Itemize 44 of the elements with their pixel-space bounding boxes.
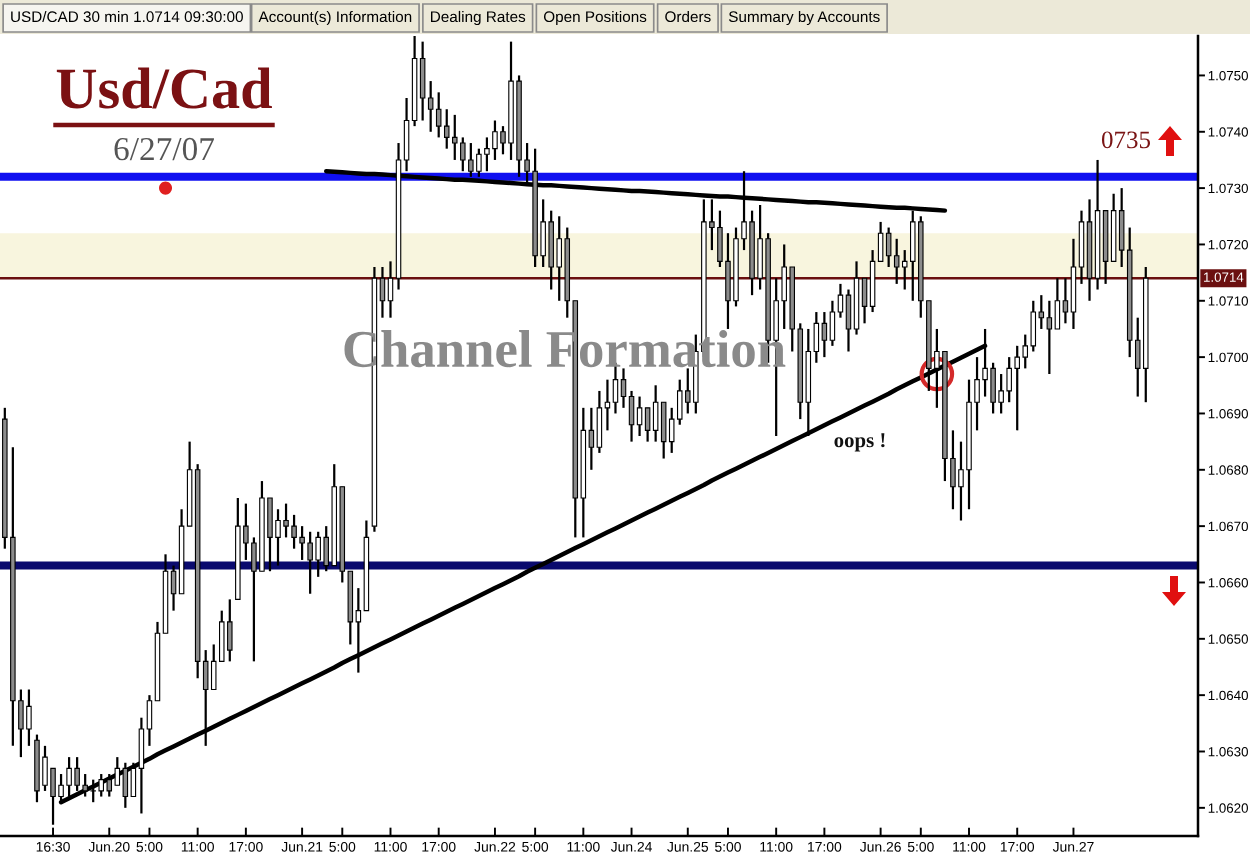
candlestick (435, 91, 442, 139)
candlestick (1014, 344, 1020, 432)
candlestick (492, 119, 498, 162)
candlestick (283, 502, 289, 539)
candlestick (556, 215, 562, 302)
candlestick (26, 688, 32, 747)
candlestick (66, 756, 72, 798)
candlestick (652, 384, 659, 443)
chart-title: Usd/Cad (56, 67, 272, 109)
candlestick (299, 525, 305, 562)
candlestick (596, 389, 603, 455)
candlestick (452, 113, 458, 162)
candlestick (829, 299, 836, 347)
candlestick (1006, 356, 1012, 404)
annotation: oops ! (834, 433, 885, 452)
annotation: 0735 (1101, 131, 1151, 149)
candlestick (315, 530, 321, 578)
candlestick (98, 772, 105, 798)
candlestick (548, 209, 554, 291)
candlestick (419, 40, 426, 122)
candlestick (443, 108, 450, 150)
candlestick (1030, 299, 1037, 353)
text: 6/27/07 (114, 137, 214, 161)
candlestick (725, 232, 731, 331)
candlestick (267, 496, 273, 573)
candlestick (998, 372, 1004, 415)
candlestick (106, 772, 113, 798)
candlestick (291, 513, 297, 550)
candlestick (636, 395, 643, 438)
candlestick (990, 361, 996, 415)
candlestick (1054, 277, 1061, 331)
candlestick (484, 136, 490, 173)
candlestick (42, 744, 48, 793)
candlestick (660, 401, 667, 460)
candlestick (74, 756, 80, 793)
candlestick (227, 598, 233, 663)
candlestick (893, 237, 900, 285)
candlestick (82, 772, 88, 798)
candlestick (1046, 299, 1053, 376)
candlestick (885, 226, 892, 269)
candlestick (460, 136, 466, 173)
candlestick (644, 406, 651, 443)
candlestick (307, 530, 313, 595)
candlestick (821, 310, 828, 359)
